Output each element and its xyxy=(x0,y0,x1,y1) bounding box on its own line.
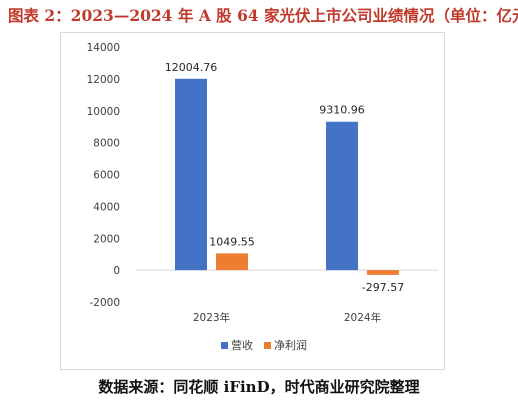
y-tick-label: 0 xyxy=(113,265,120,277)
y-tick-label: 2000 xyxy=(93,233,120,245)
x-tick-label: 2024年 xyxy=(344,311,381,324)
legend-swatch xyxy=(264,342,271,349)
x-tick-label: 2023年 xyxy=(193,311,230,324)
y-tick-label: 4000 xyxy=(93,201,120,213)
bar-revenue xyxy=(175,78,207,271)
y-tick-label: 6000 xyxy=(93,170,120,182)
data-label: -297.57 xyxy=(362,281,404,294)
data-source-note: 数据来源：同花顺 iFinD，时代商业研究院整理 xyxy=(98,378,420,396)
bar-net-profit xyxy=(367,270,399,275)
y-tick-label: 14000 xyxy=(87,42,120,54)
legend-label: 净利润 xyxy=(274,338,307,352)
y-tick-label: -2000 xyxy=(89,297,120,309)
data-label: 12004.76 xyxy=(165,61,218,74)
chart-title: 图表 2：2023—2024 年 A 股 64 家光伏上市公司业绩情况（单位：亿… xyxy=(8,6,518,25)
chart-frame xyxy=(60,32,445,370)
bar-revenue xyxy=(326,121,358,271)
bar-net-profit xyxy=(216,253,248,271)
y-tick-label: 10000 xyxy=(87,106,120,118)
y-tick-label: 12000 xyxy=(87,74,120,86)
data-label: 1049.55 xyxy=(209,235,255,248)
data-label: 9310.96 xyxy=(319,104,365,117)
legend-label: 营收 xyxy=(231,338,253,352)
y-tick-label: 8000 xyxy=(93,138,120,150)
legend-swatch xyxy=(221,342,228,349)
